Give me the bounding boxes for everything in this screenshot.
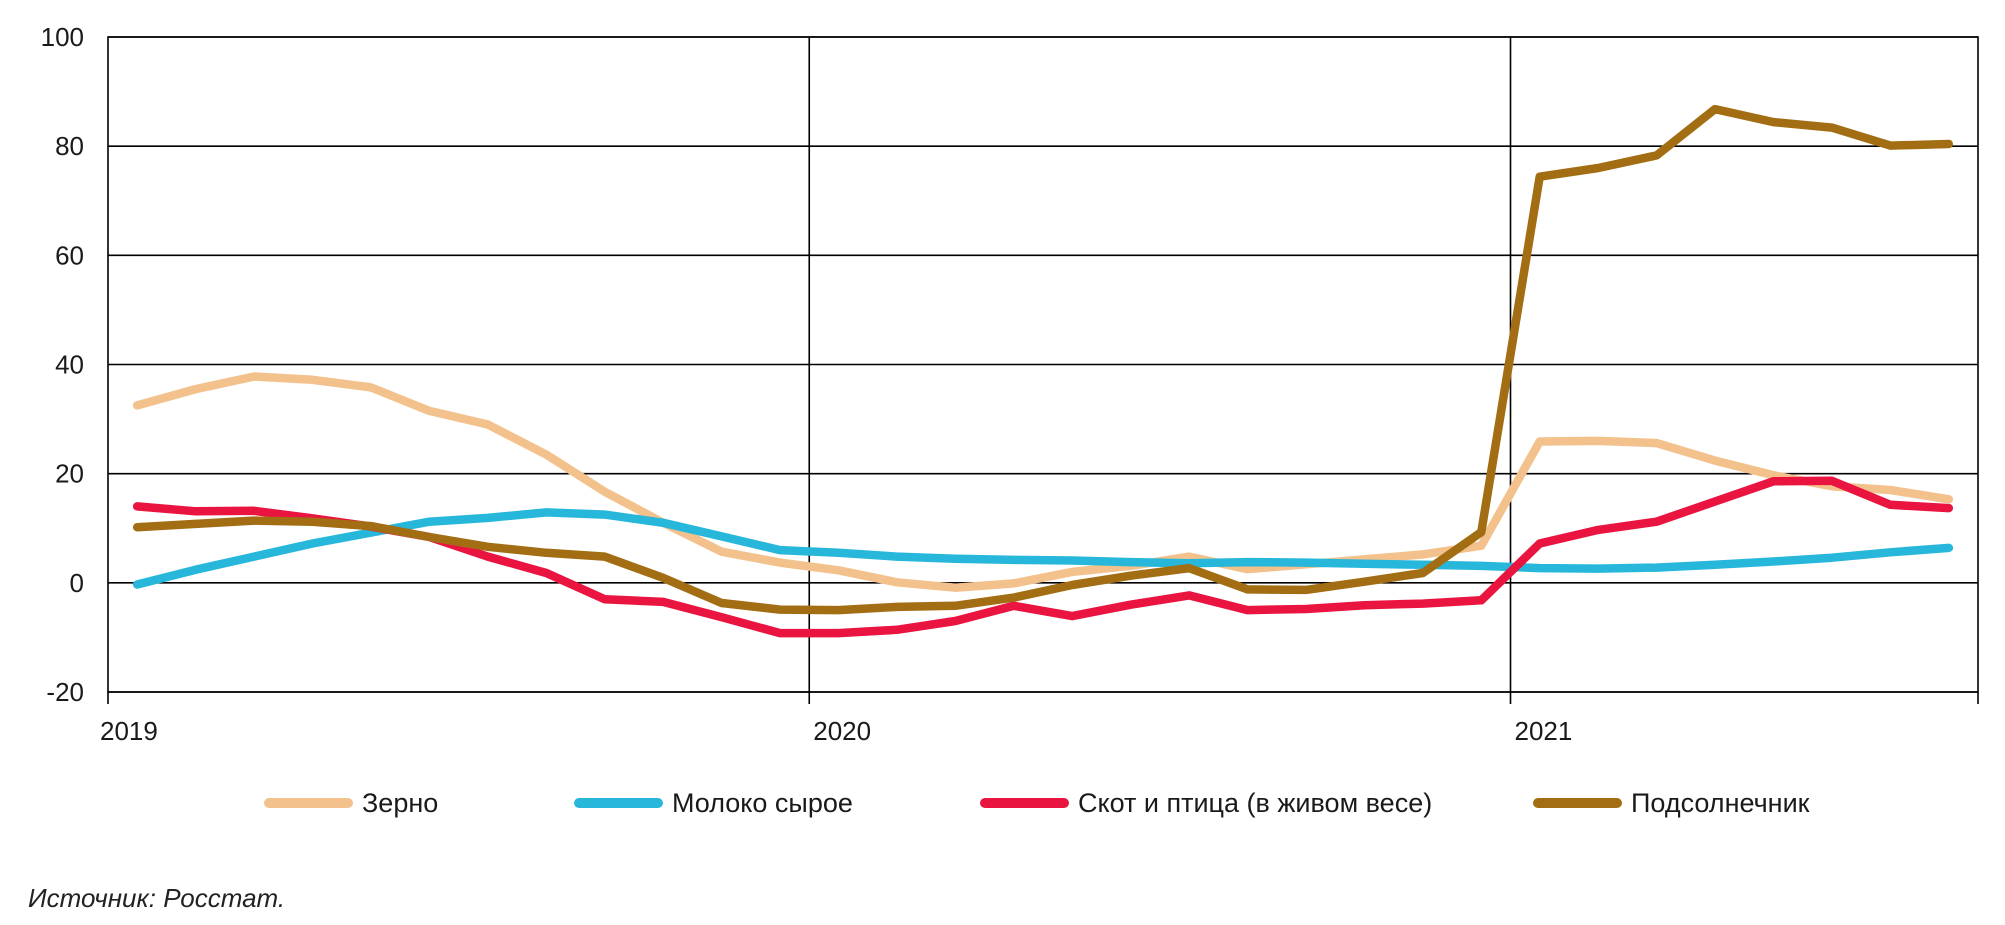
chart-plot-area: 100 80 60 40 20 0 -20 2019 2020 2021	[41, 22, 1979, 746]
series-line-Молоко сырое	[132, 508, 1954, 589]
chart-legend: Зерно Молоко сырое Скот и птица (в живом…	[0, 781, 2005, 825]
y-axis-tick-label: -20	[46, 677, 84, 707]
series-line-Подсолнечник	[132, 104, 1954, 615]
legend-label-raw-milk: Молоко сырое	[672, 787, 853, 818]
legend-label-grain: Зерно	[362, 787, 439, 818]
y-axis-tick-label: 80	[55, 131, 84, 161]
x-axis-year-label: 2019	[100, 716, 158, 746]
legend-swatch-raw-milk	[574, 798, 663, 808]
legend-swatch-livestock-poultry	[980, 798, 1069, 808]
y-axis-tick-label: 40	[55, 350, 84, 380]
legend-swatch-grain	[264, 798, 353, 808]
y-axis-tick-label: 100	[41, 22, 84, 52]
series-line-Зерно	[132, 372, 1954, 592]
legend-item-raw-milk: Молоко сырое	[574, 781, 853, 825]
legend-label-sunflower: Подсолнечник	[1631, 787, 1810, 818]
plot-border	[107, 36, 1979, 693]
y-axis-tick-label: 60	[55, 240, 84, 270]
x-axis-year-label: 2021	[1515, 716, 1573, 746]
legend-swatch-sunflower	[1533, 798, 1622, 808]
source-note: Источник: Росстат.	[28, 883, 286, 913]
y-axis-tick-label: 20	[55, 459, 84, 489]
legend-item-sunflower: Подсолнечник	[1533, 781, 1809, 825]
x-axis-year-label: 2020	[813, 716, 871, 746]
legend-label-livestock-poultry: Скот и птица (в живом весе)	[1078, 787, 1433, 818]
legend-item-livestock-poultry: Скот и птица (в живом весе)	[980, 781, 1432, 825]
legend-item-grain: Зерно	[264, 781, 438, 825]
y-axis-tick-label: 0	[70, 568, 84, 598]
